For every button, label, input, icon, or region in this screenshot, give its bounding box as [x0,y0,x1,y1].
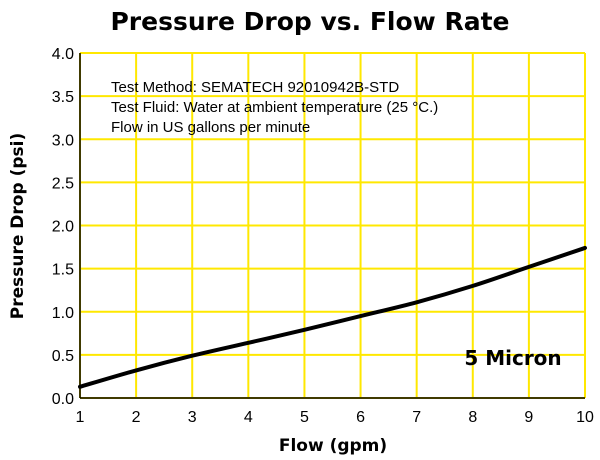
y-tick-label-1.0: 1.0 [52,305,74,322]
x-tick-label-6: 6 [356,409,365,426]
test-note-2: Test Fluid: Water at ambient temperature… [111,99,438,116]
x-tick-label-9: 9 [524,409,533,426]
test-note-3: Flow in US gallons per minute [111,119,310,136]
y-tick-label-0.5: 0.5 [52,348,74,365]
chart-title: Pressure Drop vs. Flow Rate [110,7,509,36]
series-line-5-micron [78,245,587,389]
x-tick-label-5: 5 [300,409,309,426]
grid [79,52,586,399]
y-tick-label-3.0: 3.0 [52,132,74,149]
test-note-1: Test Method: SEMATECH 92010942B-STD [111,79,399,96]
y-tick-label-2.0: 2.0 [52,219,74,236]
tick-labels: 1 2 3 4 5 6 7 8 9 10 0.0 0.5 1.0 1.5 2.0 2.5 3.0 3.5 4.0 [52,46,594,426]
y-tick-label-2.5: 2.5 [52,175,74,192]
test-notes: Test Method: SEMATECH 92010942B-STD Test … [111,79,438,136]
x-tick-label-4: 4 [244,409,253,426]
x-tick-label-2: 2 [132,409,141,426]
y-tick-label-4.0: 4.0 [52,46,74,63]
y-tick-label-1.5: 1.5 [52,262,74,279]
series-label-5-micron: 5 Micron [464,346,561,370]
x-tick-label-3: 3 [188,409,197,426]
series-lines: 5 Micron [78,245,587,389]
y-tick-label-0.0: 0.0 [52,391,74,408]
x-tick-label-7: 7 [412,409,421,426]
y-tick-label-3.5: 3.5 [52,89,74,106]
y-axis-label: Pressure Drop (psi) [8,133,28,319]
x-axis-label: Flow (gpm) [279,436,387,456]
x-tick-label-1: 1 [76,409,85,426]
x-tick-label-8: 8 [468,409,477,426]
x-tick-label-10: 10 [576,409,594,426]
